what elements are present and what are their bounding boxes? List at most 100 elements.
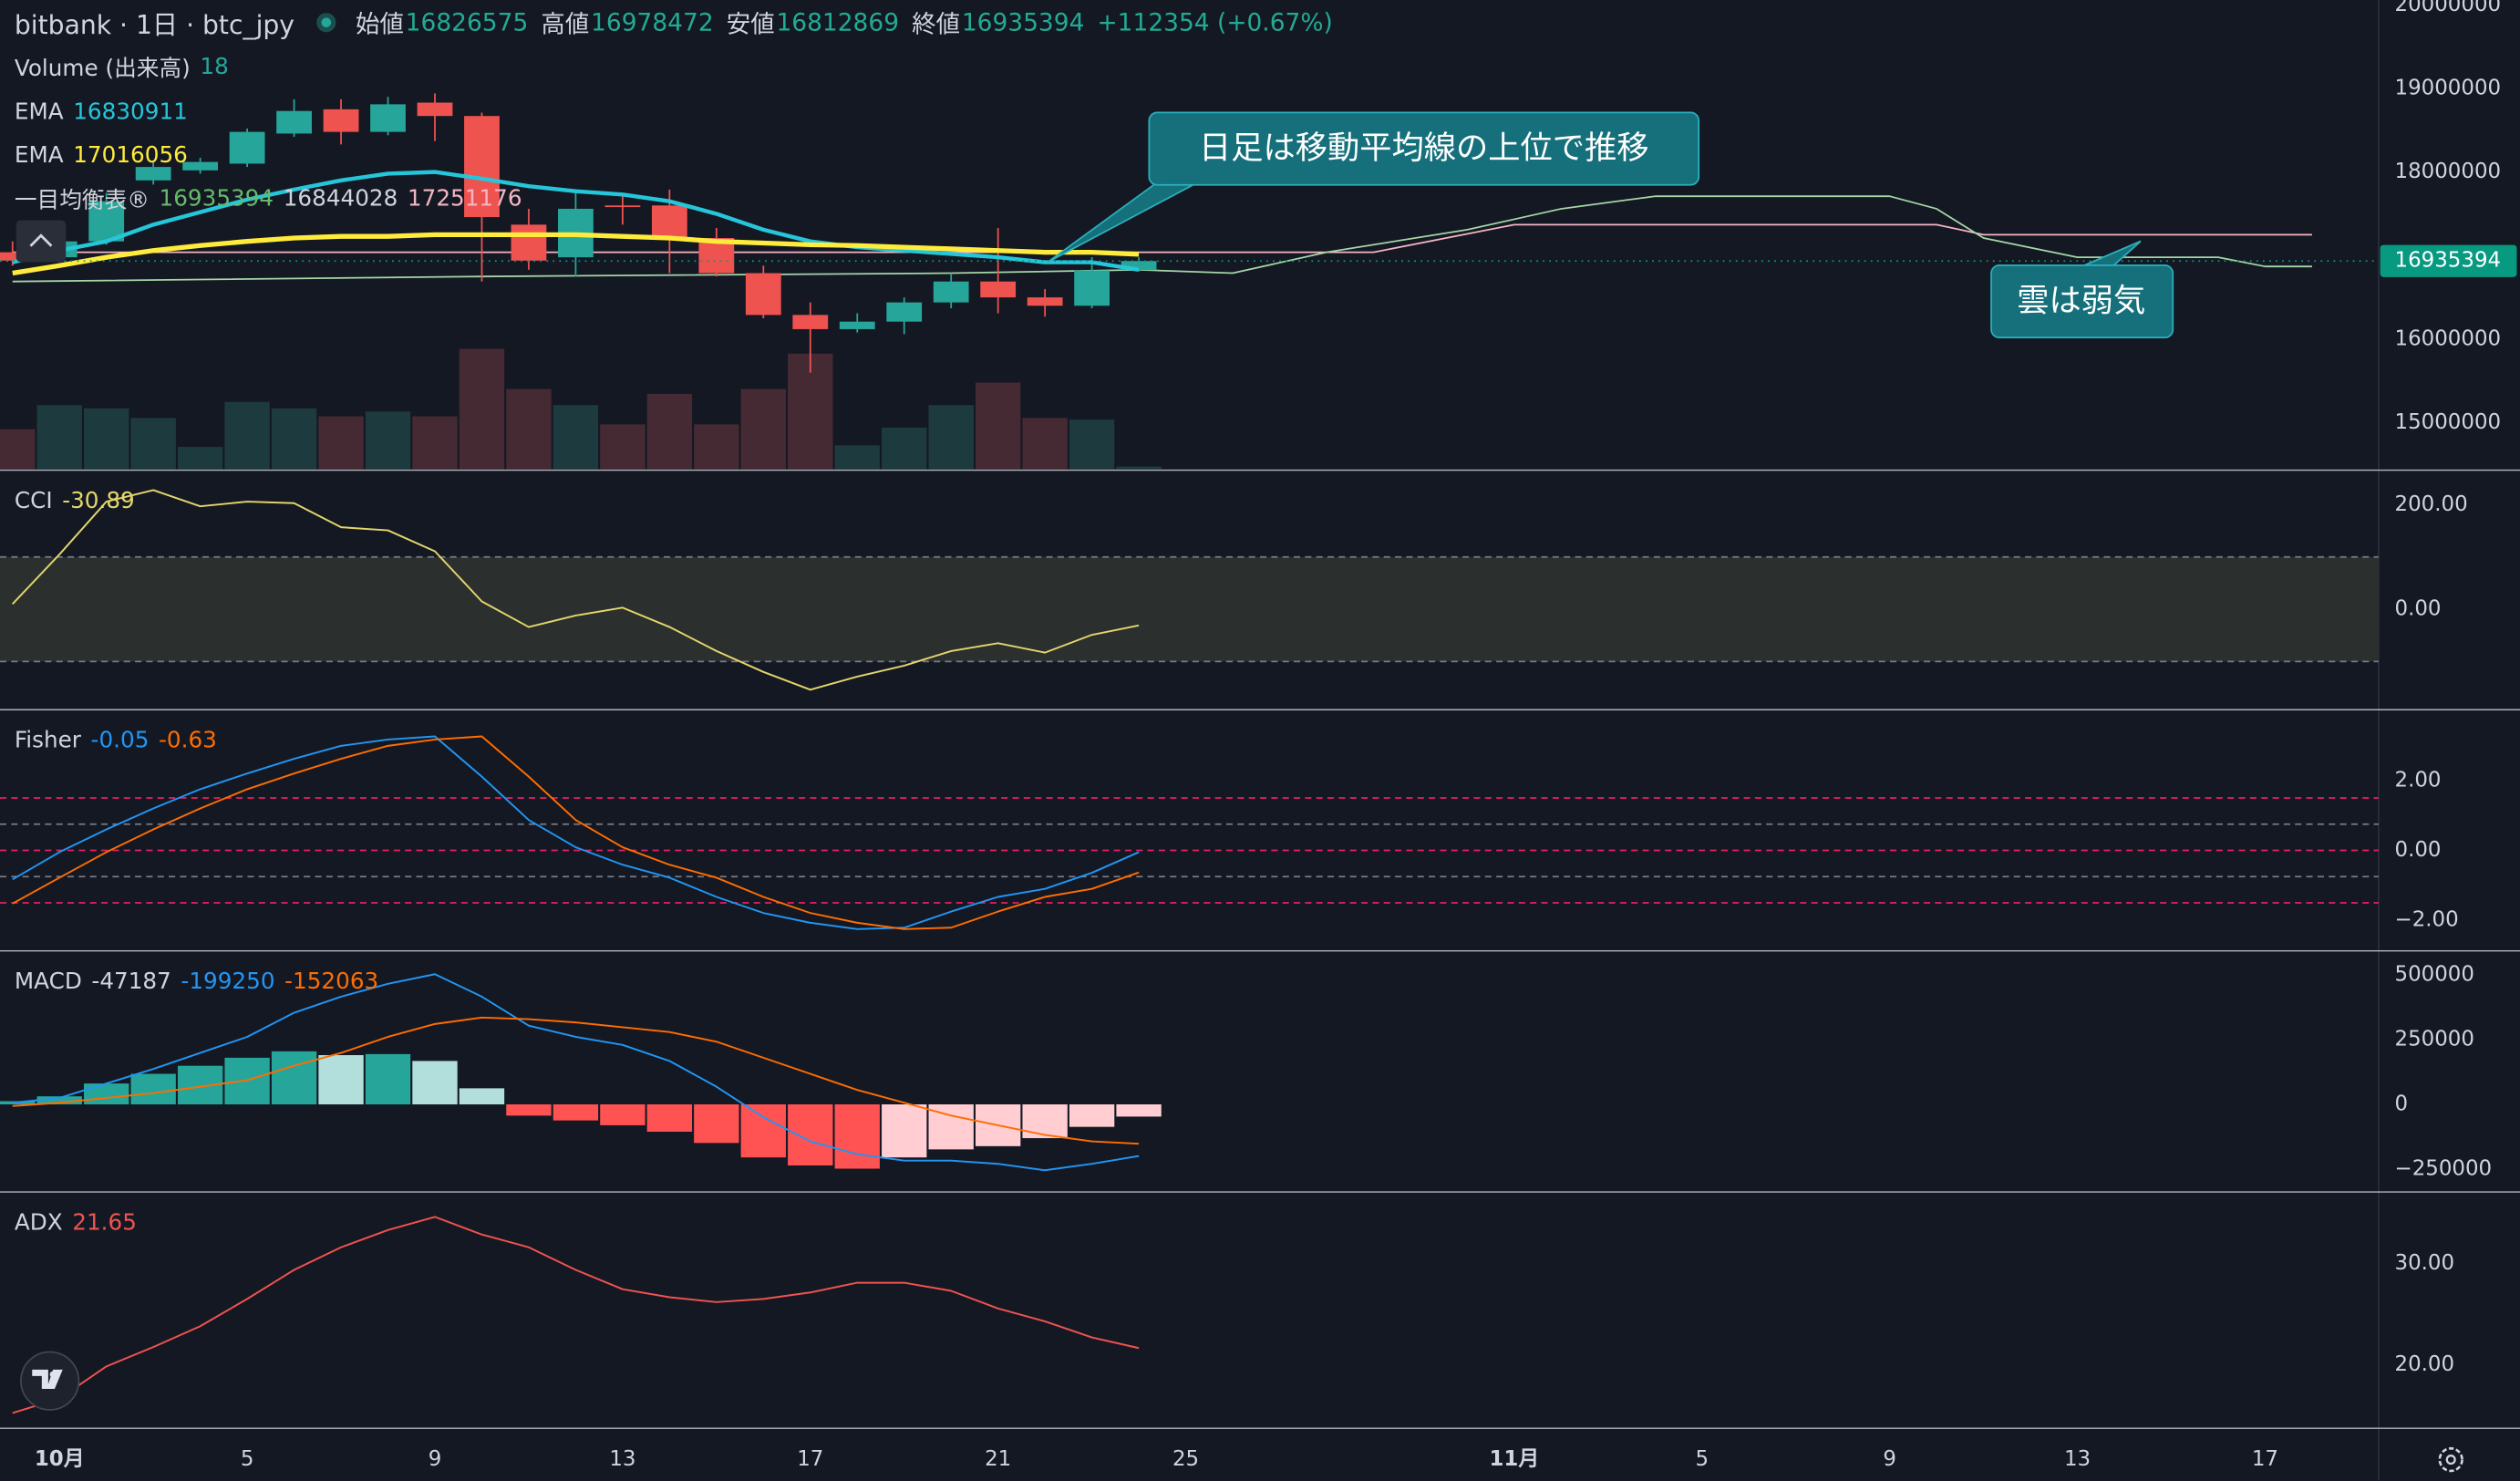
candle-body [370,104,406,132]
volume-bar [84,408,129,470]
volume-legend: Volume (出来高) 18 [15,51,239,83]
volume-bar [0,429,36,470]
legend-value: 17016056 [73,142,188,170]
ohlc-label: 安値 [726,8,775,38]
legend-name: CCI [14,488,53,515]
candle-body [886,302,923,322]
histogram-bar [646,1104,693,1132]
ichimoku-span-b [12,223,2312,254]
callout-text: 雲は弱気 [2017,282,2145,319]
y-tick-label: −250000 [2395,1157,2493,1181]
volume-bar [506,388,552,470]
histogram-bar [1022,1104,1068,1139]
histogram-bar [882,1104,927,1158]
callout-pointer [1047,179,1203,264]
x-tick-label: 25 [1172,1447,1199,1471]
ohlc-value: 16978472 [591,7,714,37]
legend-value: -0.05 [90,728,150,754]
y-tick-label: 500000 [2395,962,2474,986]
volume-bar [788,353,833,470]
histogram-bar [459,1088,505,1105]
legend-name: EMA [14,142,64,170]
symbol: bitbank · 1日 · btc_jpy [14,9,295,41]
gear-center[interactable] [2445,1455,2456,1465]
volume-bar [365,411,411,470]
ohlc-value: 16935394 [961,7,1085,37]
volume-bar [600,424,645,470]
collapse-button[interactable] [15,220,67,263]
candle-body [182,161,219,171]
legend-value: 16830911 [73,99,188,126]
button-bg[interactable] [15,220,67,263]
ohlc-value: 16812869 [776,7,900,37]
legend-name: 一目均衡表® [14,188,150,214]
candle-body [135,167,171,181]
ichimoku-legend: 一目均衡表® 16935394 16844028 17251176 [15,183,532,215]
candle-body [229,131,265,164]
x-tick-label: 13 [609,1447,635,1471]
volume-bar [318,416,364,470]
y-tick-label: 250000 [2395,1027,2474,1051]
macd-line [12,973,1140,1172]
y-tick-label: −2.00 [2395,908,2459,932]
volume-bar [130,418,176,470]
callout: 日足は移動平均線の上位で推移 [1047,111,1700,264]
ohlc-value: 16826575 [405,7,529,37]
y-tick-label: 19000000 [2395,76,2502,99]
ema-legend: EMA 16830911 [15,97,198,129]
x-tick-label: 17 [797,1447,823,1471]
legend-name: EMA [14,99,64,126]
histogram-bar [740,1104,786,1158]
x-tick-label: 9 [1883,1447,1896,1471]
legend-name: ADX [14,1210,63,1237]
candle-body [464,116,500,218]
symbol-legend: bitbank · 1日 · btc_jpy 始値 16826575 高値 1697… [15,6,1346,40]
histogram-bar [506,1104,552,1116]
volume-bar [740,388,786,470]
callout-box [1990,264,2174,339]
y-tick-label: 15000000 [2395,410,2502,434]
x-tick-label: 5 [241,1447,254,1471]
ichimoku-span-a [12,195,2312,283]
ohlc-label: 終値 [912,8,961,38]
ema-legend: EMA 17016056 [15,140,198,171]
x-tick-label: 9 [429,1447,442,1471]
legend-name: Volume (出来高) [14,56,191,82]
chevron-icon[interactable] [29,233,53,247]
logo-dot[interactable] [49,1371,57,1378]
fisher-legend: Fisher -0.05 -0.63 [15,725,227,757]
gear-icon[interactable] [2438,1446,2463,1473]
legend-value: 16844028 [283,186,398,212]
y-tick-label: 30.00 [2395,1251,2455,1275]
volume-bar [177,447,223,470]
volume-bar [459,348,505,470]
legend-name: MACD [14,968,82,996]
candle-body [417,102,453,117]
histogram-bar [1116,1104,1162,1117]
volume-bar [882,427,927,470]
histogram-bar [553,1104,599,1121]
y-tick-label: 16000000 [2395,326,2502,350]
x-tick-label: 10月 [35,1447,85,1471]
settings-button[interactable] [2438,1446,2463,1473]
callout-joint [1160,173,1203,183]
histogram-bar [36,1096,82,1105]
ohlc-label: 高値 [541,8,590,38]
candle-body [1074,270,1110,306]
cci-legend: CCI -30.89 [15,485,144,517]
volume-bar [646,393,693,470]
volume-bar [694,424,739,470]
volume-bar [271,408,317,470]
candle-body [651,205,687,239]
volume-bar [1069,419,1115,470]
legend-value: 17251176 [407,186,522,212]
x-tick-label: 5 [1695,1447,1709,1471]
legend-value: 18 [200,54,229,81]
candle-body [1027,297,1063,306]
logo[interactable] [20,1351,80,1411]
histogram-bar [84,1083,129,1105]
adx-legend: ADX 21.65 [15,1207,147,1239]
volume-bar [553,405,599,470]
